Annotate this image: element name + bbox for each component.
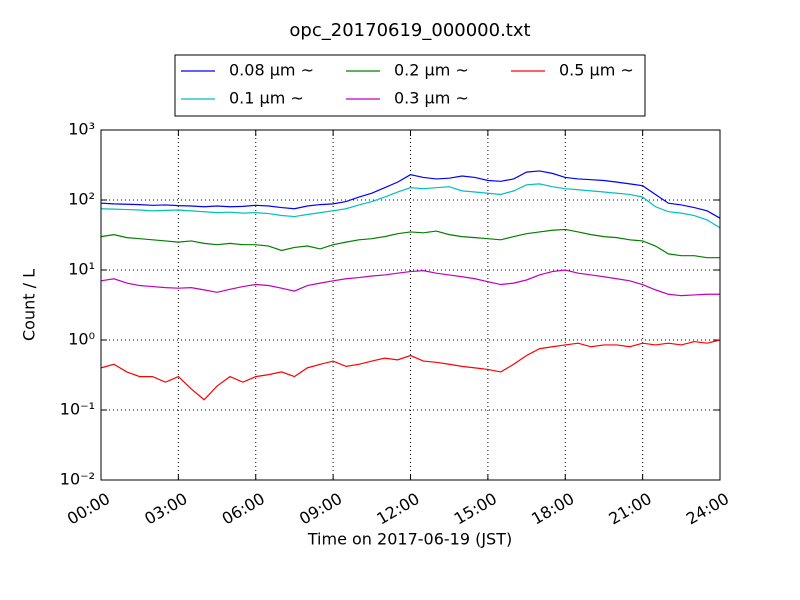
legend-label: 0.5 μm ~ <box>559 61 634 80</box>
y-tick-label: 10¹ <box>68 260 95 279</box>
legend-label: 0.08 μm ~ <box>229 61 314 80</box>
y-tick-label: 10⁻² <box>60 470 95 489</box>
y-tick-label: 10⁰ <box>68 330 95 349</box>
legend <box>174 54 646 117</box>
series-line <box>100 170 721 219</box>
series-line <box>100 228 720 259</box>
y-tick-label: 10³ <box>68 120 95 139</box>
x-axis-label: Time on 2017-06-19 (JST) <box>307 530 512 549</box>
y-tick-label: 10² <box>68 190 95 209</box>
y-axis-label: Count / L <box>20 269 39 341</box>
series-line <box>100 183 721 229</box>
y-tick-label: 10⁻¹ <box>60 400 95 419</box>
series-line <box>100 269 720 297</box>
legend-label: 0.3 μm ~ <box>394 89 469 108</box>
plot-frame <box>100 129 721 481</box>
series-line <box>100 339 721 401</box>
chart-title: opc_20170619_000000.txt <box>289 20 530 41</box>
legend-label: 0.1 μm ~ <box>229 89 304 108</box>
legend-label: 0.2 μm ~ <box>394 61 469 80</box>
